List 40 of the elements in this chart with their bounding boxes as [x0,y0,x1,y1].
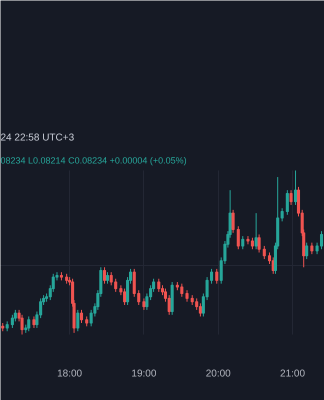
candlestick [258,234,261,253]
chart-subtitle: 08234 L0.08214 C0.08234 +0.00004 (+0.05%) [0,156,187,166]
candlestick [10,314,14,328]
candlestick [215,268,218,284]
candlestick [32,316,36,328]
candlestick [305,242,308,260]
candlestick [80,309,84,324]
candlestick [290,190,293,206]
candlestick [236,226,240,250]
x-tick-label: 18:00 [57,368,83,380]
x-tick-label: 19:00 [131,368,157,380]
candlestick [65,273,68,284]
chart-title: 24 22:58 UTC+3 [0,132,75,144]
candlestick [6,320,9,332]
candlestick [262,245,266,260]
candlestick [102,266,106,284]
candlestick [106,272,110,284]
x-tick-label: 21:00 [280,368,306,380]
candlestick [254,212,258,250]
candlestick [241,236,244,250]
candlestick [85,316,88,327]
candlestick [286,190,289,216]
candlestick [320,230,324,250]
candlestick [190,294,194,306]
candlestick [142,298,146,310]
candlestick [232,209,235,234]
x-tick-label: 20:00 [206,368,232,380]
candlestick [90,309,93,327]
candlestick [110,272,113,286]
candlestick [250,237,254,250]
candlestick [294,170,298,206]
candlestick [310,242,314,255]
candlestick [27,316,30,332]
candlestick [157,278,160,292]
candlestick [180,283,184,298]
candlestick [198,302,202,317]
candlestick [20,314,24,334]
candlestick [123,288,126,306]
candlestick [76,309,80,332]
candlestick [185,290,189,302]
